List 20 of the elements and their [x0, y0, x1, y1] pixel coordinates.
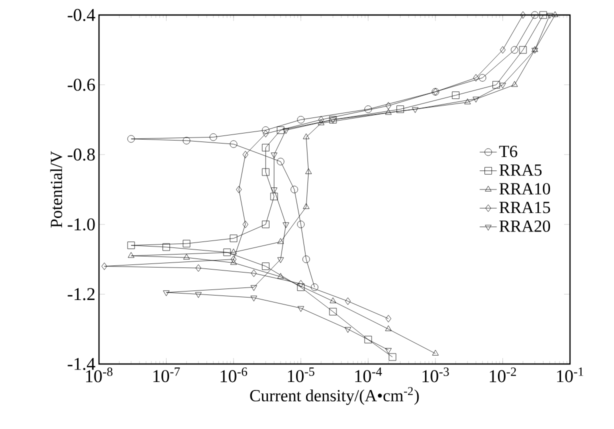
x-tick-label: 10$^{-5}$	[288, 368, 314, 382]
y-tick-label: -1.2	[68, 288, 94, 300]
y-tick-label: -0.4	[68, 8, 96, 22]
x-tick-label: 10$^{-7}$	[153, 368, 180, 382]
y-tick-label: -0.8	[68, 148, 95, 161]
legend-label: RRA10	[499, 183, 550, 195]
legend-label: T6	[499, 146, 518, 158]
x-axis-title: Current density/(A•cm$^{-2}$)	[250, 387, 419, 405]
x-tick-label: 10$^{-1}$	[557, 368, 584, 382]
y-tick-label: -1.4	[68, 358, 96, 370]
y-tick-label: -1.0	[68, 218, 95, 230]
legend-label: RRA20	[499, 220, 550, 232]
x-tick-label: 10$^{-2}$	[490, 368, 516, 382]
y-tick-label: -0.6	[68, 78, 95, 91]
legend-label: RRA15	[499, 202, 550, 214]
legend-label: RRA5	[499, 164, 542, 176]
x-tick-label: 10$^{-3}$	[422, 368, 449, 382]
y-axis-title: Potential/V	[50, 151, 62, 228]
x-tick-label: 10$^{-4}$	[355, 368, 382, 382]
x-tick-label: 10$^{-6}$	[220, 368, 248, 382]
